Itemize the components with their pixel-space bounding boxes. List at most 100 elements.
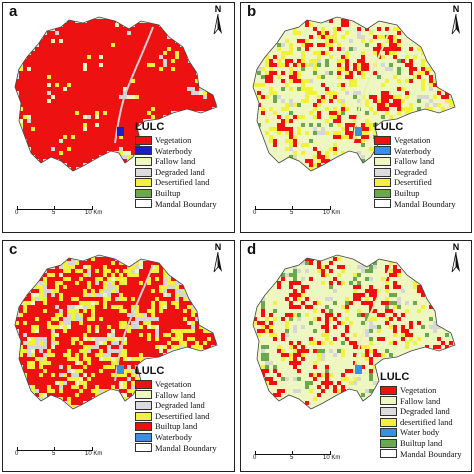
- scale-end: 10 Km: [85, 451, 103, 457]
- scale-end: 10 Km: [323, 455, 341, 461]
- legend-title: LULC: [135, 121, 165, 133]
- legend-swatch: [380, 428, 397, 438]
- legend-item: Degraded land: [135, 400, 217, 411]
- legend-swatch: [374, 146, 391, 156]
- legend-label: Degraded land: [155, 166, 205, 177]
- legend-label: Fallow land: [155, 156, 196, 167]
- legend-swatch: [380, 417, 397, 427]
- legend-title: LULC: [374, 121, 404, 133]
- legend-label: Desertified land: [155, 177, 210, 188]
- waterbody: [355, 365, 362, 374]
- legend-item: Fallow land: [380, 396, 462, 407]
- legend-item: Mandal Boundary: [380, 449, 462, 460]
- scale-mid: 5: [52, 451, 56, 457]
- legend-swatch: [135, 167, 152, 177]
- panel-label: c: [9, 241, 18, 258]
- mandal-boundary: [14, 254, 218, 410]
- legend-label: Mandal Boundary: [394, 198, 456, 209]
- legend-swatch: [374, 167, 391, 177]
- legend-swatch: [380, 449, 397, 459]
- map-panel-c: c N LULC Vegetation Fallow land Degraded la…: [2, 240, 235, 472]
- legend-item: Degraded: [374, 167, 456, 178]
- legend-swatch: [374, 156, 391, 166]
- legend-item: Mandal Boundary: [374, 199, 456, 210]
- legend-label: Builtup: [394, 187, 420, 198]
- scale-mid: 5: [52, 210, 56, 216]
- legend-item: Desertified land: [135, 411, 217, 422]
- legend-item: Desertified land: [135, 177, 217, 188]
- legend-swatch: [135, 188, 152, 198]
- legend-label: Vegetation: [155, 379, 192, 389]
- waterbody: [355, 127, 362, 136]
- legend-item: Waterbody: [135, 432, 217, 443]
- lulc-map: [14, 254, 218, 410]
- legend-swatch: [135, 156, 152, 166]
- scale-mid: 5: [290, 455, 294, 461]
- scale-end: 10 Km: [85, 210, 103, 216]
- legend-label: Builtup land: [155, 421, 198, 432]
- legend-swatch: [135, 411, 152, 421]
- legend-item: Vegetation: [135, 379, 217, 390]
- north-arrow-icon: N: [209, 4, 227, 35]
- legend-item: Desertified: [374, 177, 456, 188]
- map-panel-d: d N LULC Vegetation Fallow land Degraded la…: [240, 240, 472, 472]
- legend-label: Fallow land: [155, 389, 196, 400]
- legend-label: Mandal Boundary: [400, 448, 462, 459]
- scale-start: 0: [15, 451, 19, 457]
- legend: LULC Vegetation Fallow land Degraded land de…: [380, 371, 462, 459]
- legend-swatch: [374, 178, 391, 188]
- legend-swatch: [380, 438, 397, 448]
- legend-swatch: [380, 385, 397, 395]
- land-cover-patches: [15, 19, 216, 171]
- mandal-boundary: [14, 16, 218, 172]
- legend-label: Waterbody: [394, 145, 432, 156]
- legend: LULC Vegetation Waterbody Fallow land Degrad…: [374, 121, 456, 209]
- legend-swatch: [135, 422, 152, 432]
- legend-swatch: [374, 135, 391, 145]
- legend-item: Mandal Boundary: [135, 443, 217, 454]
- legend-label: Degraded land: [400, 406, 450, 417]
- scale-start: 0: [253, 455, 257, 461]
- legend-item: Waterbody: [135, 146, 217, 157]
- panel-label: d: [247, 241, 257, 258]
- legend-item: Builtup: [135, 188, 217, 199]
- mandal-boundary: [252, 254, 456, 410]
- legend-item: Fallow land: [135, 156, 217, 167]
- legend-label: Fallow land: [394, 156, 435, 167]
- legend-item: Builtup land: [380, 438, 462, 449]
- legend-label: desertified land: [400, 416, 453, 427]
- legend-swatch: [135, 400, 152, 410]
- legend-label: Fallow land: [400, 395, 441, 406]
- north-arrow-icon: N: [209, 242, 227, 273]
- legend: LULC Vegetation Fallow land Degraded land De…: [135, 365, 217, 453]
- legend-label: Vegetation: [400, 385, 437, 395]
- legend-swatch: [135, 135, 152, 145]
- legend-item: Fallow land: [135, 390, 217, 401]
- legend-label: Builtup land: [400, 437, 443, 448]
- panel-label: a: [9, 3, 18, 20]
- legend-swatch: [135, 199, 152, 209]
- map-panel-b: b N LULC Vegetation Waterbody Fallow land De…: [240, 2, 472, 233]
- waterbody: [117, 365, 124, 374]
- legend-label: Degraded: [394, 166, 428, 177]
- legend-item: Water body: [380, 427, 462, 438]
- legend-swatch: [135, 146, 152, 156]
- lulc-map: [252, 16, 456, 172]
- map-panel-a: a N LULC Vegetation Waterbody Fallow land De…: [2, 2, 235, 233]
- lulc-map: [14, 16, 218, 172]
- legend-label: Waterbody: [155, 431, 193, 442]
- land-cover-patches: [15, 257, 216, 409]
- legend-item: Vegetation: [374, 135, 456, 146]
- scale-mid: 5: [290, 210, 294, 216]
- legend-item: Builtup: [374, 188, 456, 199]
- legend-label: Degraded land: [155, 400, 205, 411]
- waterbody: [117, 127, 124, 136]
- scale-bar: 0 5 10 Km: [15, 447, 102, 465]
- legend-item: Vegetation: [135, 135, 217, 146]
- scale-end: 10 Km: [323, 210, 341, 216]
- legend-swatch: [135, 379, 152, 389]
- legend-swatch: [374, 199, 391, 209]
- scale-bar: 0 5 10 Km: [253, 451, 340, 469]
- legend-label: Mandal Boundary: [155, 442, 217, 453]
- legend-item: Vegetation: [380, 385, 462, 396]
